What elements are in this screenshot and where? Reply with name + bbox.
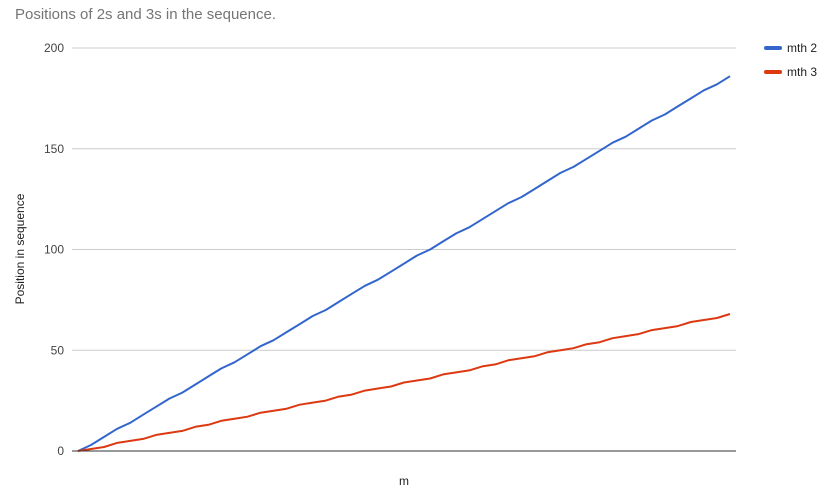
y-tick-label: 0	[57, 444, 64, 458]
legend-label: mth 3	[787, 65, 817, 79]
series-lines	[77, 75, 731, 452]
y-axis-label: Position in sequence	[13, 193, 27, 304]
series-line	[77, 75, 731, 452]
legend: mth 2 mth 3	[764, 41, 817, 79]
y-tick-label: 50	[51, 343, 65, 357]
y-tick-label: 200	[44, 41, 64, 55]
y-tick-labels: 0 50 100 150 200	[44, 41, 64, 458]
y-tick-label: 100	[44, 243, 64, 257]
series-line	[77, 313, 731, 452]
x-axis-label: m	[399, 474, 409, 488]
legend-label: mth 2	[787, 41, 817, 55]
y-tick-label: 150	[44, 142, 64, 156]
chart-title: Positions of 2s and 3s in the sequence.	[15, 6, 277, 23]
gridlines	[72, 47, 736, 351]
